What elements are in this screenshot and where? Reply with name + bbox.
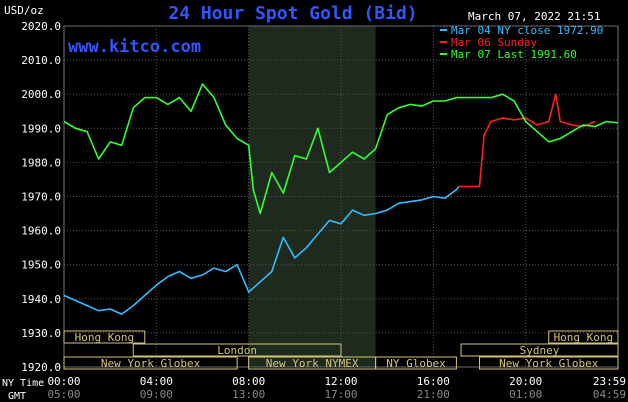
y-tick-label: 1920.0 bbox=[21, 361, 61, 374]
market-session-band bbox=[460, 343, 619, 357]
market-session-label: Hong Kong bbox=[554, 331, 614, 344]
market-session-label: New York Globex bbox=[499, 357, 599, 370]
y-axis-label: USD/oz bbox=[4, 4, 44, 17]
x-tick-label-gmt: 13:00 bbox=[232, 388, 265, 401]
x-row-label-gmt: GMT bbox=[8, 391, 26, 402]
nymex-shaded-region bbox=[248, 26, 376, 367]
x-tick-label-ny: 04:00 bbox=[140, 375, 173, 388]
legend-entry: Mar 04 NY close 1972.90 bbox=[451, 24, 603, 37]
timestamp: March 07, 2022 21:51 bbox=[468, 10, 600, 23]
y-tick-label: 2020.0 bbox=[21, 20, 61, 33]
series-line-0 bbox=[63, 186, 460, 315]
market-session-band bbox=[63, 356, 238, 370]
y-tick-label: 1970.0 bbox=[21, 191, 61, 204]
watermark: www.kitco.com bbox=[68, 37, 201, 57]
series-line-1 bbox=[458, 93, 596, 188]
chart-title: 24 Hour Spot Gold (Bid) bbox=[168, 3, 417, 24]
y-tick-label: 1990.0 bbox=[21, 122, 61, 135]
x-tick-label-gmt: 09:00 bbox=[140, 388, 173, 401]
x-tick-label-ny: 23:59 bbox=[593, 375, 626, 388]
market-session-band bbox=[548, 330, 619, 344]
y-tick-label: 2000.0 bbox=[21, 88, 61, 101]
x-tick-label-ny: 20:00 bbox=[509, 375, 542, 388]
market-session-label: Hong Kong bbox=[75, 331, 135, 344]
x-tick-label-ny: 08:00 bbox=[232, 375, 265, 388]
y-tick-label: 1960.0 bbox=[21, 225, 61, 238]
x-tick-label-gmt: 01:00 bbox=[509, 388, 542, 401]
series-line-2 bbox=[63, 83, 618, 215]
y-tick-label: 1980.0 bbox=[21, 156, 61, 169]
market-session-label: NY Globex bbox=[386, 357, 446, 370]
legend-entry: Mar 06 Sunday bbox=[451, 36, 537, 49]
market-session-band bbox=[63, 330, 146, 344]
market-session-band bbox=[132, 343, 342, 357]
market-session-label: Sydney bbox=[520, 344, 560, 357]
x-tick-label-ny: 00:00 bbox=[47, 375, 80, 388]
y-tick-label: 1950.0 bbox=[21, 259, 61, 272]
x-tick-label-ny: 12:00 bbox=[324, 375, 357, 388]
market-session-label: New York NYMEX bbox=[266, 357, 359, 370]
x-tick-label-gmt: 17:00 bbox=[324, 388, 357, 401]
y-tick-label: 2010.0 bbox=[21, 54, 61, 67]
y-tick-label: 1940.0 bbox=[21, 293, 61, 306]
x-tick-label-gmt: 21:00 bbox=[417, 388, 450, 401]
x-tick-label-gmt: 04:59 bbox=[593, 388, 626, 401]
market-session-band bbox=[375, 356, 457, 370]
legend-entry: Mar 07 Last 1991.60 bbox=[451, 48, 577, 61]
x-tick-label-ny: 16:00 bbox=[417, 375, 450, 388]
market-session-label: London bbox=[217, 344, 257, 357]
market-session-band bbox=[479, 356, 619, 370]
market-session-label: New York Globex bbox=[101, 357, 201, 370]
y-tick-label: 1930.0 bbox=[21, 327, 61, 340]
x-tick-label-gmt: 05:00 bbox=[47, 388, 80, 401]
x-row-label-ny: NY Time bbox=[2, 378, 44, 389]
